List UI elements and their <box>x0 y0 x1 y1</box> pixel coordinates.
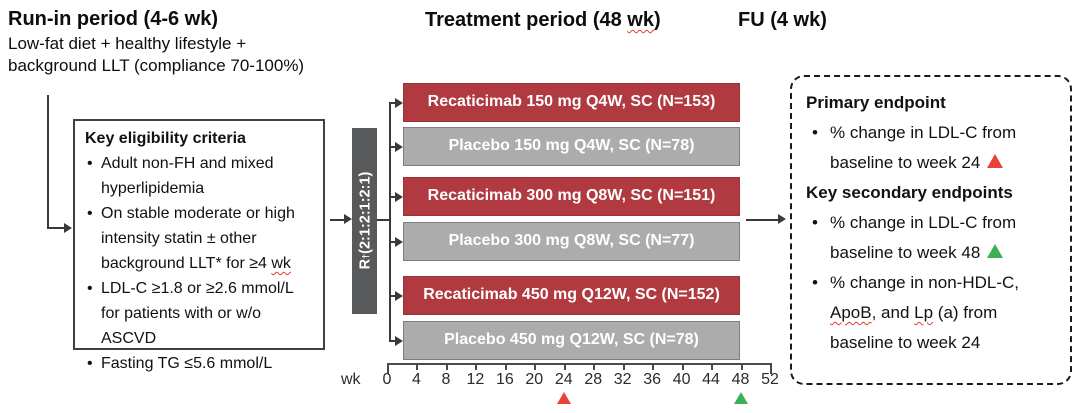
branch-arrowhead-icon <box>395 97 403 108</box>
week-axis-tick-label: 8 <box>441 371 451 388</box>
week-axis-tick-label: 48 <box>731 371 750 388</box>
endpoint-item: % change in LDL-C from baseline to week … <box>806 118 1056 178</box>
week-axis-tick <box>711 363 714 370</box>
run-in-period-title: Run-in period (4-6 wk) <box>8 8 218 30</box>
arm-bar-recaticimab-150: Recaticimab 150 mg Q4W, SC (N=153) <box>403 83 740 122</box>
week-axis-tick-label: 0 <box>382 371 392 388</box>
red-triangle-icon <box>987 154 1003 168</box>
week-axis-tick-label: 4 <box>412 371 421 388</box>
eligibility-item-text: Fasting TG ≤5.6 mmol/L <box>101 355 273 372</box>
eligibility-item: On stable moderate or high intensity sta… <box>85 201 315 276</box>
red-week-marker-icon <box>556 392 571 404</box>
arm-bar-placebo-450: Placebo 450 mg Q12W, SC (N=78) <box>403 321 740 360</box>
arm-bar-recaticimab-450: Recaticimab 450 mg Q12W, SC (N=152) <box>403 276 740 315</box>
branch-line <box>389 101 397 104</box>
branch-arrowhead-icon <box>395 236 403 247</box>
branch-line <box>389 294 397 297</box>
elbow-connector-arrowhead-icon <box>64 223 72 233</box>
spellcheck-underlined-word: wk <box>271 255 291 272</box>
week-axis-tick <box>622 363 625 370</box>
box-to-randomization-arrowhead-icon <box>344 214 352 224</box>
branch-arrowhead-icon <box>395 191 403 202</box>
arm-bar-recaticimab-300: Recaticimab 300 mg Q8W, SC (N=151) <box>403 177 740 216</box>
week-axis-tick-label: 36 <box>643 371 662 388</box>
randomization-bar <box>352 128 377 314</box>
run-in-subtitle-line2: background LLT (compliance 70-100%) <box>8 56 305 75</box>
endpoint-item-text: (a) from baseline to week 24 <box>830 303 998 352</box>
week-axis-tick-label: 28 <box>584 371 603 388</box>
primary-endpoint-heading: Primary endpoint <box>806 93 946 112</box>
eligibility-criteria-box: Key eligibility criteria Adult non-FH an… <box>73 119 325 376</box>
week-axis-line <box>387 363 772 365</box>
eligibility-item-text: LDL-C ≥1.8 or ≥2.6 mmol/L for patients w… <box>101 280 294 347</box>
week-axis-tick <box>504 363 507 370</box>
spellcheck-underlined-word: wk <box>627 9 654 31</box>
endpoint-item: % change in LDL-C from baseline to week … <box>806 208 1056 268</box>
branch-arrowhead-icon <box>395 290 403 301</box>
elbow-connector-horizontal-line <box>47 227 64 229</box>
week-axis-tick <box>740 363 743 370</box>
endpoint-item-text: % change in LDL-C from baseline to week … <box>830 123 1017 172</box>
randomization-r: R <box>357 258 373 270</box>
bars-to-endpoints-arrowhead-icon <box>778 214 786 224</box>
eligibility-item: Adult non-FH and mixed hyperlipidemia <box>85 151 315 201</box>
week-axis-tick-label: 44 <box>702 371 720 388</box>
branch-line <box>389 195 397 198</box>
eligibility-item-text: Adult non-FH and mixed hyperlipidemia <box>101 155 274 197</box>
week-axis-tick <box>652 363 655 370</box>
branch-arrowhead-icon <box>395 335 403 346</box>
week-axis-tick-label: 40 <box>672 371 691 388</box>
branch-arrowhead-icon <box>395 141 403 152</box>
week-axis-tick <box>563 363 566 370</box>
spellcheck-underlined-word: ApoB <box>830 303 872 322</box>
week-axis-tick <box>534 363 537 370</box>
week-axis-tick <box>593 363 596 370</box>
endpoints-panel: Primary endpoint % change in LDL-C from … <box>790 75 1072 385</box>
secondary-endpoints-heading: Key secondary endpoints <box>806 183 1013 202</box>
follow-up-period-title: FU (4 wk) <box>738 9 827 31</box>
arm-bar-placebo-300: Placebo 300 mg Q8W, SC (N=77) <box>403 222 740 261</box>
run-in-subtitle: Low-fat diet + healthy lifestyle + backg… <box>8 33 304 77</box>
eligibility-item: LDL-C ≥1.8 or ≥2.6 mmol/L for patients w… <box>85 276 315 351</box>
box-to-randomization-line <box>330 219 345 221</box>
eligibility-heading: Key eligibility criteria <box>85 130 246 147</box>
elbow-connector-vertical-line <box>47 95 49 229</box>
randomization-label: R † (2:1:2:1:2:1) <box>357 171 373 270</box>
treatment-title-text: Treatment period (48 <box>425 9 628 31</box>
endpoint-item-text: % change in LDL-C from baseline to week … <box>830 213 1017 262</box>
week-axis-tick <box>416 363 419 370</box>
eligibility-item-text: On stable moderate or high intensity sta… <box>101 205 295 272</box>
endpoint-item: % change in non-HDL-C, ApoB, and Lp (a) … <box>806 268 1056 358</box>
week-axis-tick-label: 20 <box>525 371 544 388</box>
run-in-subtitle-line1: Low-fat diet + healthy lifestyle + <box>8 34 247 53</box>
week-axis-tick <box>387 363 389 374</box>
randomization-ratio: (2:1:2:1:2:1) <box>357 171 373 254</box>
week-axis-tick <box>681 363 684 370</box>
branch-spine-line <box>389 101 391 342</box>
week-axis-tick <box>475 363 478 370</box>
randomization-to-spine-line <box>377 219 391 221</box>
treatment-title-text: ) <box>653 9 661 31</box>
green-week-marker-icon <box>733 392 748 404</box>
spellcheck-underlined-word: Lp <box>914 303 934 322</box>
week-axis-tick-label: 52 <box>761 371 779 388</box>
arm-bar-placebo-150: Placebo 150 mg Q4W, SC (N=78) <box>403 127 740 166</box>
week-axis-tick <box>445 363 448 370</box>
week-axis-unit-label: wk <box>341 371 361 388</box>
endpoint-item-text: % change in non-HDL-C, <box>830 273 1019 292</box>
bars-to-endpoints-line <box>746 219 779 221</box>
branch-line <box>389 339 397 342</box>
week-axis-tick-label: 12 <box>466 371 485 388</box>
week-axis-tick-label: 24 <box>554 371 573 388</box>
endpoint-item-text: , and <box>871 303 915 322</box>
eligibility-item: Fasting TG ≤5.6 mmol/L <box>85 351 315 376</box>
treatment-period-title: Treatment period (48 wk) <box>425 9 661 32</box>
branch-line <box>389 145 397 148</box>
week-axis-tick-label: 16 <box>495 371 514 388</box>
branch-line <box>389 240 397 243</box>
week-axis-tick-label: 32 <box>613 371 632 388</box>
week-axis-tick <box>770 363 772 374</box>
green-triangle-icon <box>987 244 1003 258</box>
